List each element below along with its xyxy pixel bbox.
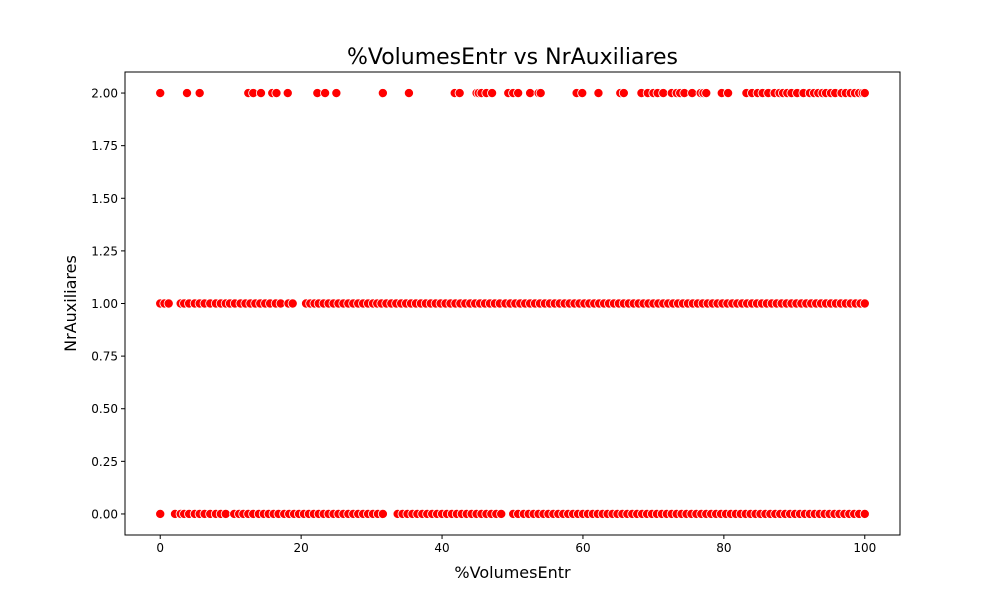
y-axis-label: NrAuxiliares xyxy=(61,255,80,352)
data-point xyxy=(454,88,465,99)
data-point xyxy=(525,88,536,99)
data-point xyxy=(377,88,388,99)
x-tick-label: 100 xyxy=(853,541,876,555)
data-point xyxy=(496,508,507,519)
x-tick-label: 40 xyxy=(434,541,449,555)
x-tick-label: 20 xyxy=(293,541,308,555)
data-point xyxy=(282,88,293,99)
data-point xyxy=(403,88,414,99)
data-point xyxy=(859,298,870,309)
data-points xyxy=(155,88,870,519)
data-point xyxy=(658,88,669,99)
data-point xyxy=(701,88,712,99)
x-axis: 0 20 40 60 80 100 xyxy=(156,535,876,555)
x-tick-label: 0 xyxy=(156,541,164,555)
y-tick-label: 0.25 xyxy=(91,455,118,469)
data-point xyxy=(618,88,629,99)
data-point xyxy=(194,88,205,99)
data-point xyxy=(577,88,588,99)
data-point xyxy=(487,88,498,99)
y-tick-label: 1.50 xyxy=(91,192,118,206)
y-tick-label: 0.75 xyxy=(91,350,118,364)
data-point xyxy=(287,298,298,309)
y-axis: 0.00 0.25 0.50 0.75 1.00 1.25 1.50 1.75 2.00 xyxy=(91,87,125,521)
data-point xyxy=(859,88,870,99)
data-point xyxy=(255,88,266,99)
x-tick-label: 80 xyxy=(716,541,731,555)
y-tick-label: 2.00 xyxy=(91,87,118,101)
y-tick-label: 1.25 xyxy=(91,244,118,258)
data-point xyxy=(723,88,734,99)
y-tick-label: 0.50 xyxy=(91,402,118,416)
data-point xyxy=(155,508,166,519)
data-point xyxy=(859,508,870,519)
x-tick-label: 60 xyxy=(575,541,590,555)
data-point xyxy=(181,88,192,99)
y-tick-label: 1.00 xyxy=(91,297,118,311)
data-point xyxy=(377,508,388,519)
data-point xyxy=(687,88,698,99)
data-point xyxy=(155,88,166,99)
data-point xyxy=(331,88,342,99)
data-point xyxy=(320,88,331,99)
y-tick-label: 0.00 xyxy=(91,507,118,521)
data-point xyxy=(513,88,524,99)
y-tick-label: 1.75 xyxy=(91,139,118,153)
data-point xyxy=(271,88,282,99)
chart-title: %VolumesEntr vs NrAuxiliares xyxy=(347,45,678,70)
data-point xyxy=(163,298,174,309)
x-axis-label: %VolumesEntr xyxy=(454,563,571,582)
data-point xyxy=(535,88,546,99)
data-point xyxy=(220,508,231,519)
data-point xyxy=(593,88,604,99)
